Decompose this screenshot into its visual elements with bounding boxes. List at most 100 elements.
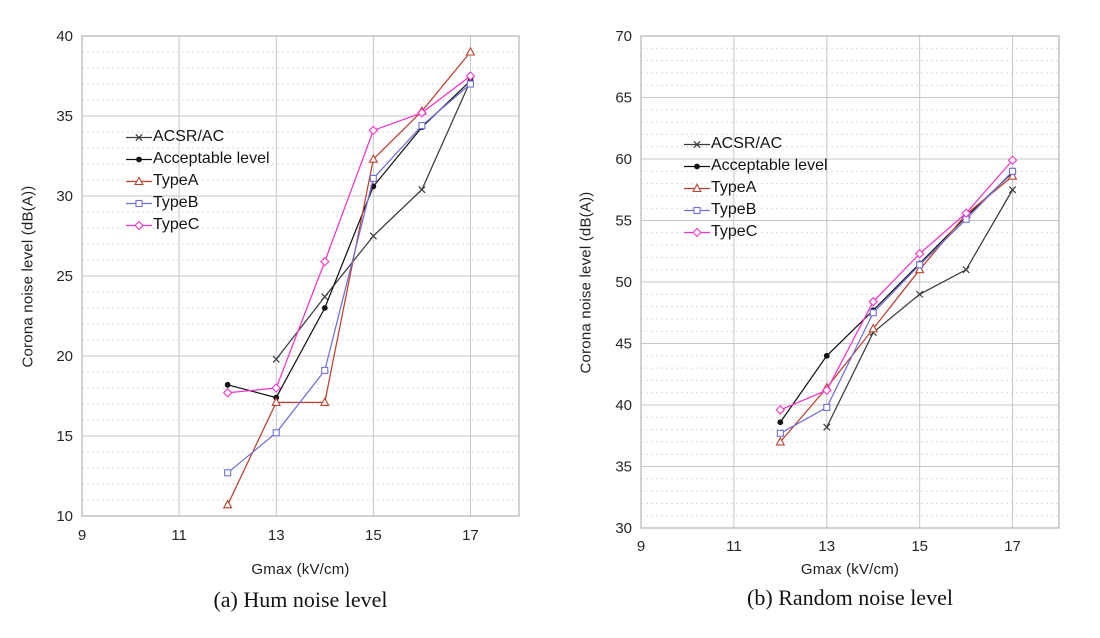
series-marker-typec <box>320 256 330 267</box>
chart-caption: (b) Random noise level <box>747 585 953 610</box>
legend-marker-glyph <box>693 140 701 148</box>
x-axis-title: Gmax (kV/cm) <box>251 561 350 578</box>
series-marker-typec <box>961 208 971 218</box>
plot-border <box>81 35 520 517</box>
legend-diamond-marker-icon <box>684 227 710 237</box>
legend-hum: ACSR/AC Acceptable level TypeA TypeB TypeC <box>126 126 270 236</box>
series-marker-typeb <box>776 429 784 437</box>
series-marker-typec <box>775 405 786 415</box>
y-tick-label: 30 <box>56 188 73 205</box>
series-marker-typec <box>914 248 925 259</box>
series-marker-typeb <box>418 122 426 130</box>
legend-marker-glyph <box>692 182 702 192</box>
legend-label: TypeA <box>153 172 199 189</box>
legend-marker-glyph <box>693 206 701 214</box>
series-marker-typea <box>222 499 233 509</box>
series-line-typeb <box>227 83 471 474</box>
legend-marker-glyph <box>134 220 144 230</box>
legend-marker-glyph <box>134 175 144 185</box>
series-marker-typeb <box>321 366 329 374</box>
x-tick-label: 11 <box>171 527 187 544</box>
legend-item-typea: TypeA <box>126 170 270 192</box>
legend-label: Acceptable level <box>711 157 828 174</box>
x-tick-label: 17 <box>1004 538 1021 555</box>
series-marker-typea <box>271 397 282 406</box>
y-tick-label: 25 <box>56 268 73 285</box>
legend-label: TypeC <box>153 216 200 233</box>
series-marker-typea <box>868 323 879 333</box>
y-tick-label: 35 <box>615 459 632 476</box>
series-line-typea <box>779 175 1013 443</box>
legend-item-typea: TypeA <box>684 177 828 199</box>
series-marker-acceptable-level <box>321 305 328 311</box>
series-marker-typec <box>368 125 379 136</box>
series-marker-typea <box>368 153 379 163</box>
x-tick-label: 15 <box>911 538 928 555</box>
series-marker-typeb <box>916 261 924 269</box>
y-tick-label: 40 <box>56 28 73 45</box>
legend-dot-marker-icon <box>684 163 710 169</box>
y-tick-label: 10 <box>56 508 73 525</box>
legend-item-acceptable-level: Acceptable level <box>684 155 828 177</box>
legend-diamond-marker-icon <box>126 220 152 230</box>
series-marker-typec <box>868 296 878 307</box>
legend-item-typec: TypeC <box>126 214 270 236</box>
series-marker-typeb <box>272 429 280 437</box>
y-axis-title: Corona noise level (dB(A)) <box>577 191 595 373</box>
legend-item-typec: TypeC <box>684 221 828 243</box>
legend-label: TypeA <box>711 179 757 196</box>
x-tick-label: 15 <box>365 527 382 544</box>
legend-marker-glyph <box>136 156 142 162</box>
y-tick-label: 15 <box>56 428 73 445</box>
plot-border <box>640 35 1060 529</box>
series-marker-acsr-ac <box>823 423 831 431</box>
legend-triangle-marker-icon <box>126 175 152 185</box>
legend-square-marker-icon <box>684 206 710 214</box>
series-marker-acceptable-level <box>224 381 231 388</box>
legend-item-typeb: TypeB <box>684 199 828 221</box>
y-tick-label: 65 <box>615 90 632 107</box>
legend-x-marker-icon <box>684 140 710 148</box>
series-marker-acceptable-level <box>823 352 830 359</box>
series-marker-acsr-ac <box>272 355 280 363</box>
legend-label: TypeB <box>153 194 199 211</box>
series-marker-acsr-ac <box>916 290 924 298</box>
series-marker-typea <box>775 436 786 446</box>
series-line-typec <box>780 159 1014 411</box>
x-tick-label: 11 <box>726 538 742 555</box>
legend-marker-glyph <box>135 199 143 207</box>
series-marker-typeb <box>369 174 377 182</box>
legend-random: ACSR/AC Acceptable level TypeA TypeB TypeC <box>684 133 828 243</box>
y-axis-title-wrap-random: Corona noise level (dB(A)) <box>572 36 600 528</box>
x-tick-label: 17 <box>462 527 479 544</box>
y-tick-label: 50 <box>615 274 632 291</box>
y-tick-label: 55 <box>615 213 632 230</box>
series-line-typea <box>227 51 471 506</box>
series-marker-acsr-ac <box>962 266 970 274</box>
y-tick-label: 70 <box>615 28 632 45</box>
legend-marker-glyph <box>135 133 143 141</box>
series-marker-typec <box>822 385 832 396</box>
legend-label: ACSR/AC <box>711 135 783 152</box>
legend-dot-marker-icon <box>126 156 152 162</box>
chart-hum-noise: 10 15 20 25 30 35 40 9 11 13 15 17 Corona noise lev… <box>14 28 520 612</box>
y-axis-title-wrap-hum: Corona noise level (dB(A)) <box>14 36 42 516</box>
legend-item-typeb: TypeB <box>126 192 270 214</box>
legend-item-acsr-ac: ACSR/AC <box>684 133 828 155</box>
y-tick-label: 30 <box>615 520 632 537</box>
legend-item-acceptable-level: Acceptable level <box>126 148 270 170</box>
plot-area-hum: 10 15 20 25 30 35 40 9 11 13 15 17 <box>56 28 520 544</box>
legend-label: Acceptable level <box>153 150 270 167</box>
series-marker-typec <box>417 108 427 118</box>
series-marker-typeb <box>1009 167 1017 175</box>
chart-caption: (a) Hum noise level <box>213 587 388 612</box>
series-marker-typea <box>1007 170 1018 180</box>
legend-marker-glyph <box>694 163 700 169</box>
series-marker-typea <box>914 264 925 274</box>
series-marker-typec <box>271 383 281 393</box>
x-tick-label: 9 <box>637 538 645 555</box>
y-tick-label: 40 <box>615 397 632 414</box>
series-line-acceptable-level <box>779 172 1013 423</box>
legend-label: TypeC <box>711 223 758 240</box>
series-marker-typeb <box>466 80 474 88</box>
